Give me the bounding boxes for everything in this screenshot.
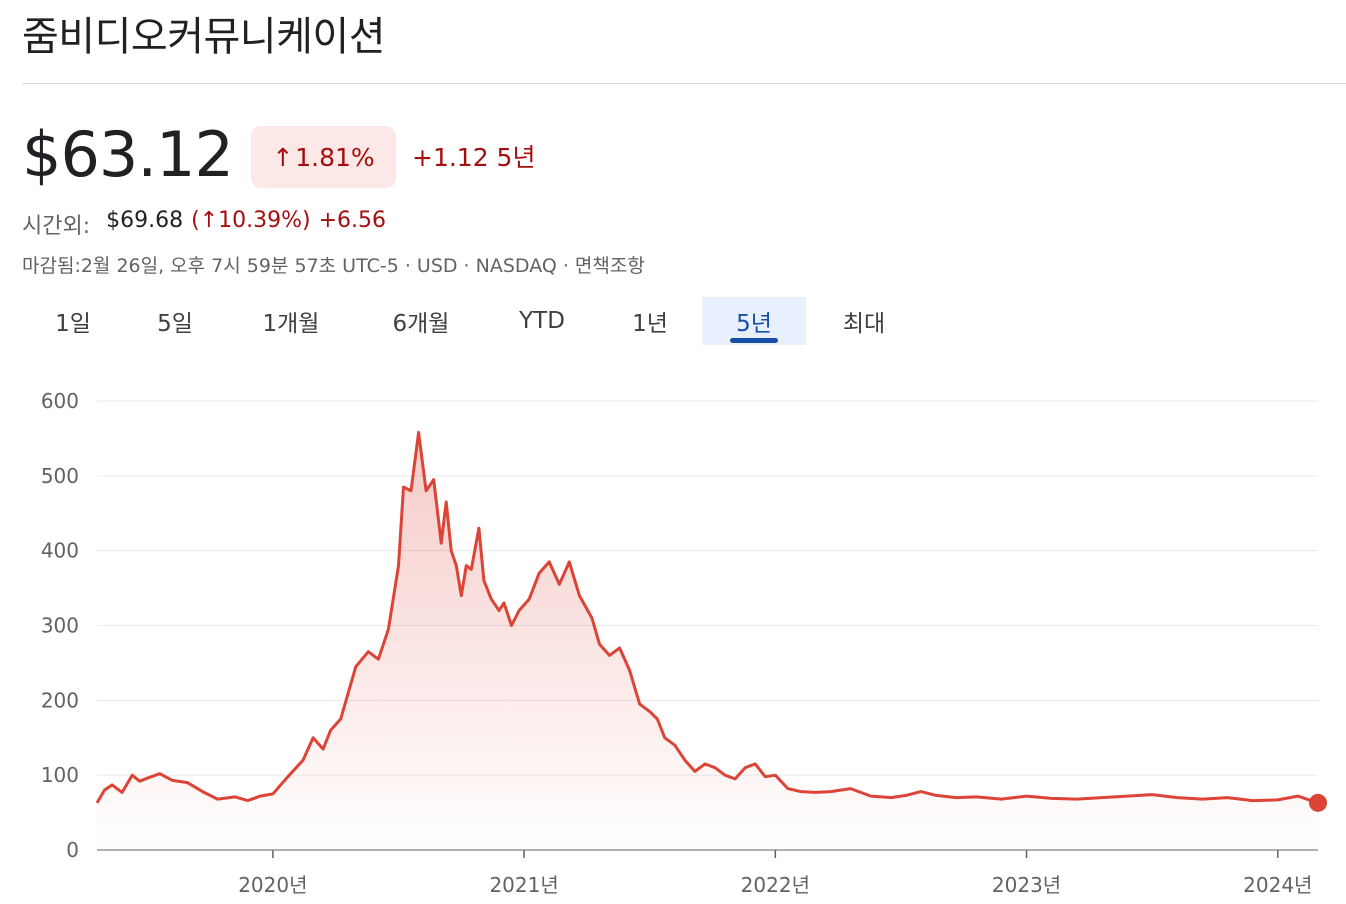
- y-tick-label: 100: [41, 763, 79, 787]
- x-tick-label: 2023년: [992, 873, 1061, 897]
- after-hours-change: +6.56: [318, 208, 387, 233]
- after-hours-row: 시간외: $69.68 (↑10.39%) +6.56: [22, 208, 386, 240]
- latest-price-dot: [1309, 793, 1327, 812]
- divider: [22, 83, 1346, 84]
- current-price: $63.12: [22, 118, 234, 191]
- change-absolute: +1.12 5년: [412, 143, 536, 172]
- tab-1y[interactable]: 1년: [598, 297, 702, 345]
- page-title: 줌비디오커뮤니케이션: [22, 14, 386, 60]
- y-tick-label: 200: [41, 688, 79, 712]
- price-area: [97, 432, 1318, 850]
- y-tick-label: 400: [41, 539, 79, 563]
- after-hours-price: $69.68: [106, 208, 184, 233]
- change-percent-badge: ↑ 1.81%: [251, 126, 396, 188]
- y-tick-label: 300: [41, 614, 79, 638]
- tab-label: 5년: [736, 311, 772, 337]
- y-axis-labels: 0 100 200 300 400 500 600: [41, 389, 79, 862]
- tab-label: 최대: [842, 311, 886, 337]
- tab-6m[interactable]: 6개월: [356, 297, 486, 345]
- tab-label: 1년: [632, 311, 668, 337]
- after-hours-label: 시간외:: [22, 214, 91, 239]
- tab-ytd[interactable]: YTD: [486, 297, 598, 345]
- active-tab-indicator: [730, 338, 778, 343]
- x-tick-label: 2022년: [741, 873, 810, 897]
- price-line: [95, 430, 1319, 805]
- tab-1m[interactable]: 1개월: [226, 297, 356, 345]
- x-tick-label: 2024년: [1243, 873, 1312, 897]
- tab-5y[interactable]: 5년: [702, 297, 806, 345]
- y-tick-label: 0: [66, 838, 79, 862]
- arrow-up-icon: ↑: [272, 142, 294, 172]
- tab-1d[interactable]: 1일: [22, 297, 124, 345]
- tab-max[interactable]: 최대: [806, 297, 922, 345]
- x-tick-label: 2021년: [489, 873, 558, 897]
- y-tick-label: 500: [41, 464, 79, 488]
- after-hours-percent: (↑10.39%): [191, 208, 311, 233]
- grid-lines: [97, 400, 1318, 776]
- tab-label: 6개월: [392, 311, 450, 337]
- y-tick-label: 600: [41, 389, 79, 413]
- x-axis: 2020년 2021년 2022년 2023년 2024년: [97, 849, 1318, 897]
- change-percent: 1.81%: [295, 142, 375, 172]
- tab-5d[interactable]: 5일: [124, 297, 226, 345]
- price-chart[interactable]: 0 100 200 300 400 500 600 2020년 2021년 2022년 2023년…: [0, 380, 1346, 904]
- market-meta: 마감됨:2월 26일, 오후 7시 59분 57초 UTC-5 · USD · …: [22, 255, 645, 277]
- tab-label: YTD: [519, 308, 565, 334]
- x-tick-label: 2020년: [238, 873, 307, 897]
- tab-label: 5일: [157, 311, 193, 337]
- tab-label: 1개월: [262, 311, 320, 337]
- tab-label: 1일: [55, 311, 91, 337]
